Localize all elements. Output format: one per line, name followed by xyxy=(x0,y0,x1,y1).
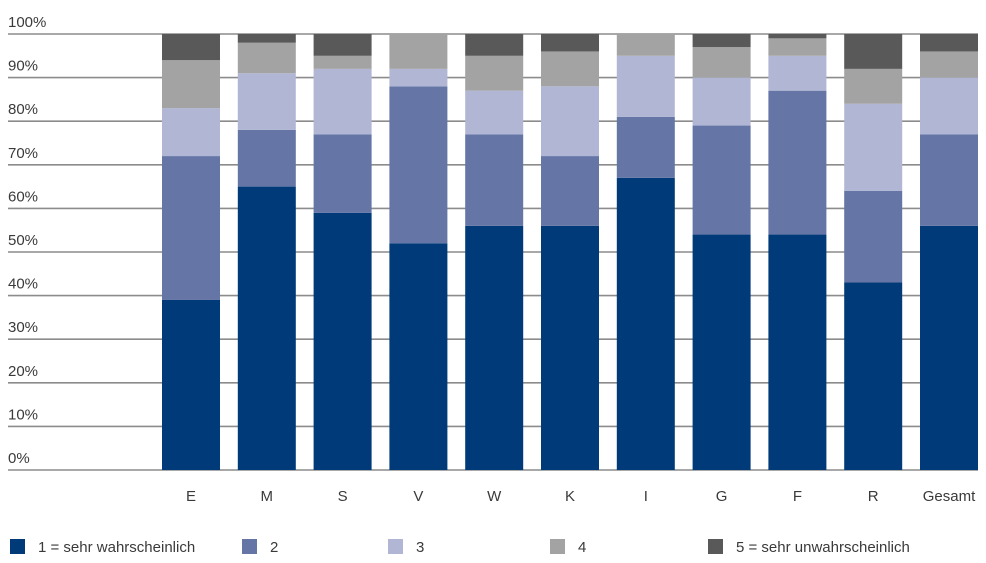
bar-segment xyxy=(616,116,675,178)
bar-segment xyxy=(844,34,903,69)
y-tick-label: 70% xyxy=(8,145,38,162)
bar-segment xyxy=(465,225,524,470)
bar-segment xyxy=(692,77,751,126)
bar-segment xyxy=(313,68,372,135)
x-tick-label: S xyxy=(338,488,348,505)
x-tick-label: V xyxy=(413,488,423,505)
bar-segment xyxy=(237,186,296,470)
bar-segment xyxy=(844,282,903,470)
y-tick-label: 80% xyxy=(8,101,38,118)
x-tick-label: G xyxy=(716,488,728,505)
bar-segment xyxy=(389,34,448,69)
x-tick-label: K xyxy=(565,488,575,505)
bar-segment xyxy=(162,108,220,157)
bar-segment xyxy=(389,68,448,87)
bar-segment xyxy=(692,125,751,235)
bar-segment xyxy=(541,225,599,470)
bar-segment xyxy=(313,55,372,69)
y-tick-label: 90% xyxy=(8,58,38,75)
y-tick-label: 10% xyxy=(8,406,38,423)
bar-segment xyxy=(465,34,524,56)
bar-segment xyxy=(389,243,448,470)
bar-segment xyxy=(844,103,903,191)
y-axis-tick-labels: 0% 10% 20% 30% 40% 50% 60% 70% 80% 90% 100% xyxy=(8,14,46,467)
y-tick-label: 60% xyxy=(8,188,38,205)
legend-swatch xyxy=(708,539,723,554)
bar-segment xyxy=(465,90,524,135)
x-tick-label: I xyxy=(644,488,648,505)
legend-swatch xyxy=(242,539,257,554)
bar-segment xyxy=(920,51,978,78)
legend-swatch xyxy=(550,539,565,554)
y-tick-label: 40% xyxy=(8,276,38,293)
bar-segment xyxy=(162,60,220,109)
bar-segment xyxy=(616,34,675,56)
bar-segment xyxy=(541,51,599,87)
bar-segment xyxy=(920,77,978,135)
bar-segment xyxy=(162,299,220,470)
bar-segment xyxy=(844,190,903,283)
bars xyxy=(162,34,978,470)
bar-segment xyxy=(920,225,978,470)
bar-segment xyxy=(162,156,220,300)
bar-segment xyxy=(920,34,978,52)
bar-segment xyxy=(465,55,524,91)
x-tick-label: M xyxy=(261,488,274,505)
bar-segment xyxy=(844,68,903,104)
bar-segment xyxy=(768,38,827,56)
bar-segment xyxy=(541,156,599,226)
bar-segment xyxy=(237,73,296,130)
bar-segment xyxy=(768,234,827,470)
x-tick-label: W xyxy=(487,488,502,505)
x-tick-label: E xyxy=(186,488,196,505)
x-axis-tick-labels: E M S V W K I G F R Gesamt xyxy=(186,488,976,505)
bar-segment xyxy=(389,86,448,244)
bar-segment xyxy=(541,34,599,52)
legend-label: 3 xyxy=(416,539,424,556)
bar-segment xyxy=(768,34,827,39)
bar-segment xyxy=(616,177,675,470)
bar-segment xyxy=(313,212,372,470)
bar-segment xyxy=(692,47,751,78)
bar-segment xyxy=(768,55,827,91)
bar-segment xyxy=(237,129,296,187)
y-tick-label: 30% xyxy=(8,319,38,336)
x-tick-label: Gesamt xyxy=(923,488,976,505)
legend-label: 4 xyxy=(578,539,586,556)
x-tick-label: R xyxy=(868,488,879,505)
y-tick-label: 50% xyxy=(8,232,38,249)
y-tick-label: 100% xyxy=(8,14,46,31)
bar-segment xyxy=(692,34,751,48)
bar-segment xyxy=(465,134,524,226)
bar-segment xyxy=(541,86,599,157)
legend-label: 2 xyxy=(270,539,278,556)
x-tick-label: F xyxy=(793,488,802,505)
bar-segment xyxy=(616,55,675,117)
y-tick-label: 0% xyxy=(8,450,30,467)
legend: 1 = sehr wahrscheinlich 2 3 4 5 = sehr unwah… xyxy=(10,539,910,556)
legend-swatch xyxy=(10,539,25,554)
legend-label: 1 = sehr wahrscheinlich xyxy=(38,539,195,556)
bar-segment xyxy=(162,34,220,61)
bar-segment xyxy=(237,42,296,74)
legend-label: 5 = sehr unwahrscheinlich xyxy=(736,539,910,556)
bar-segment xyxy=(313,34,372,56)
bar-segment xyxy=(768,90,827,235)
legend-swatch xyxy=(388,539,403,554)
y-tick-label: 20% xyxy=(8,363,38,380)
bar-segment xyxy=(237,34,296,43)
bar-segment xyxy=(920,134,978,226)
bar-segment xyxy=(692,234,751,470)
bar-segment xyxy=(313,134,372,213)
